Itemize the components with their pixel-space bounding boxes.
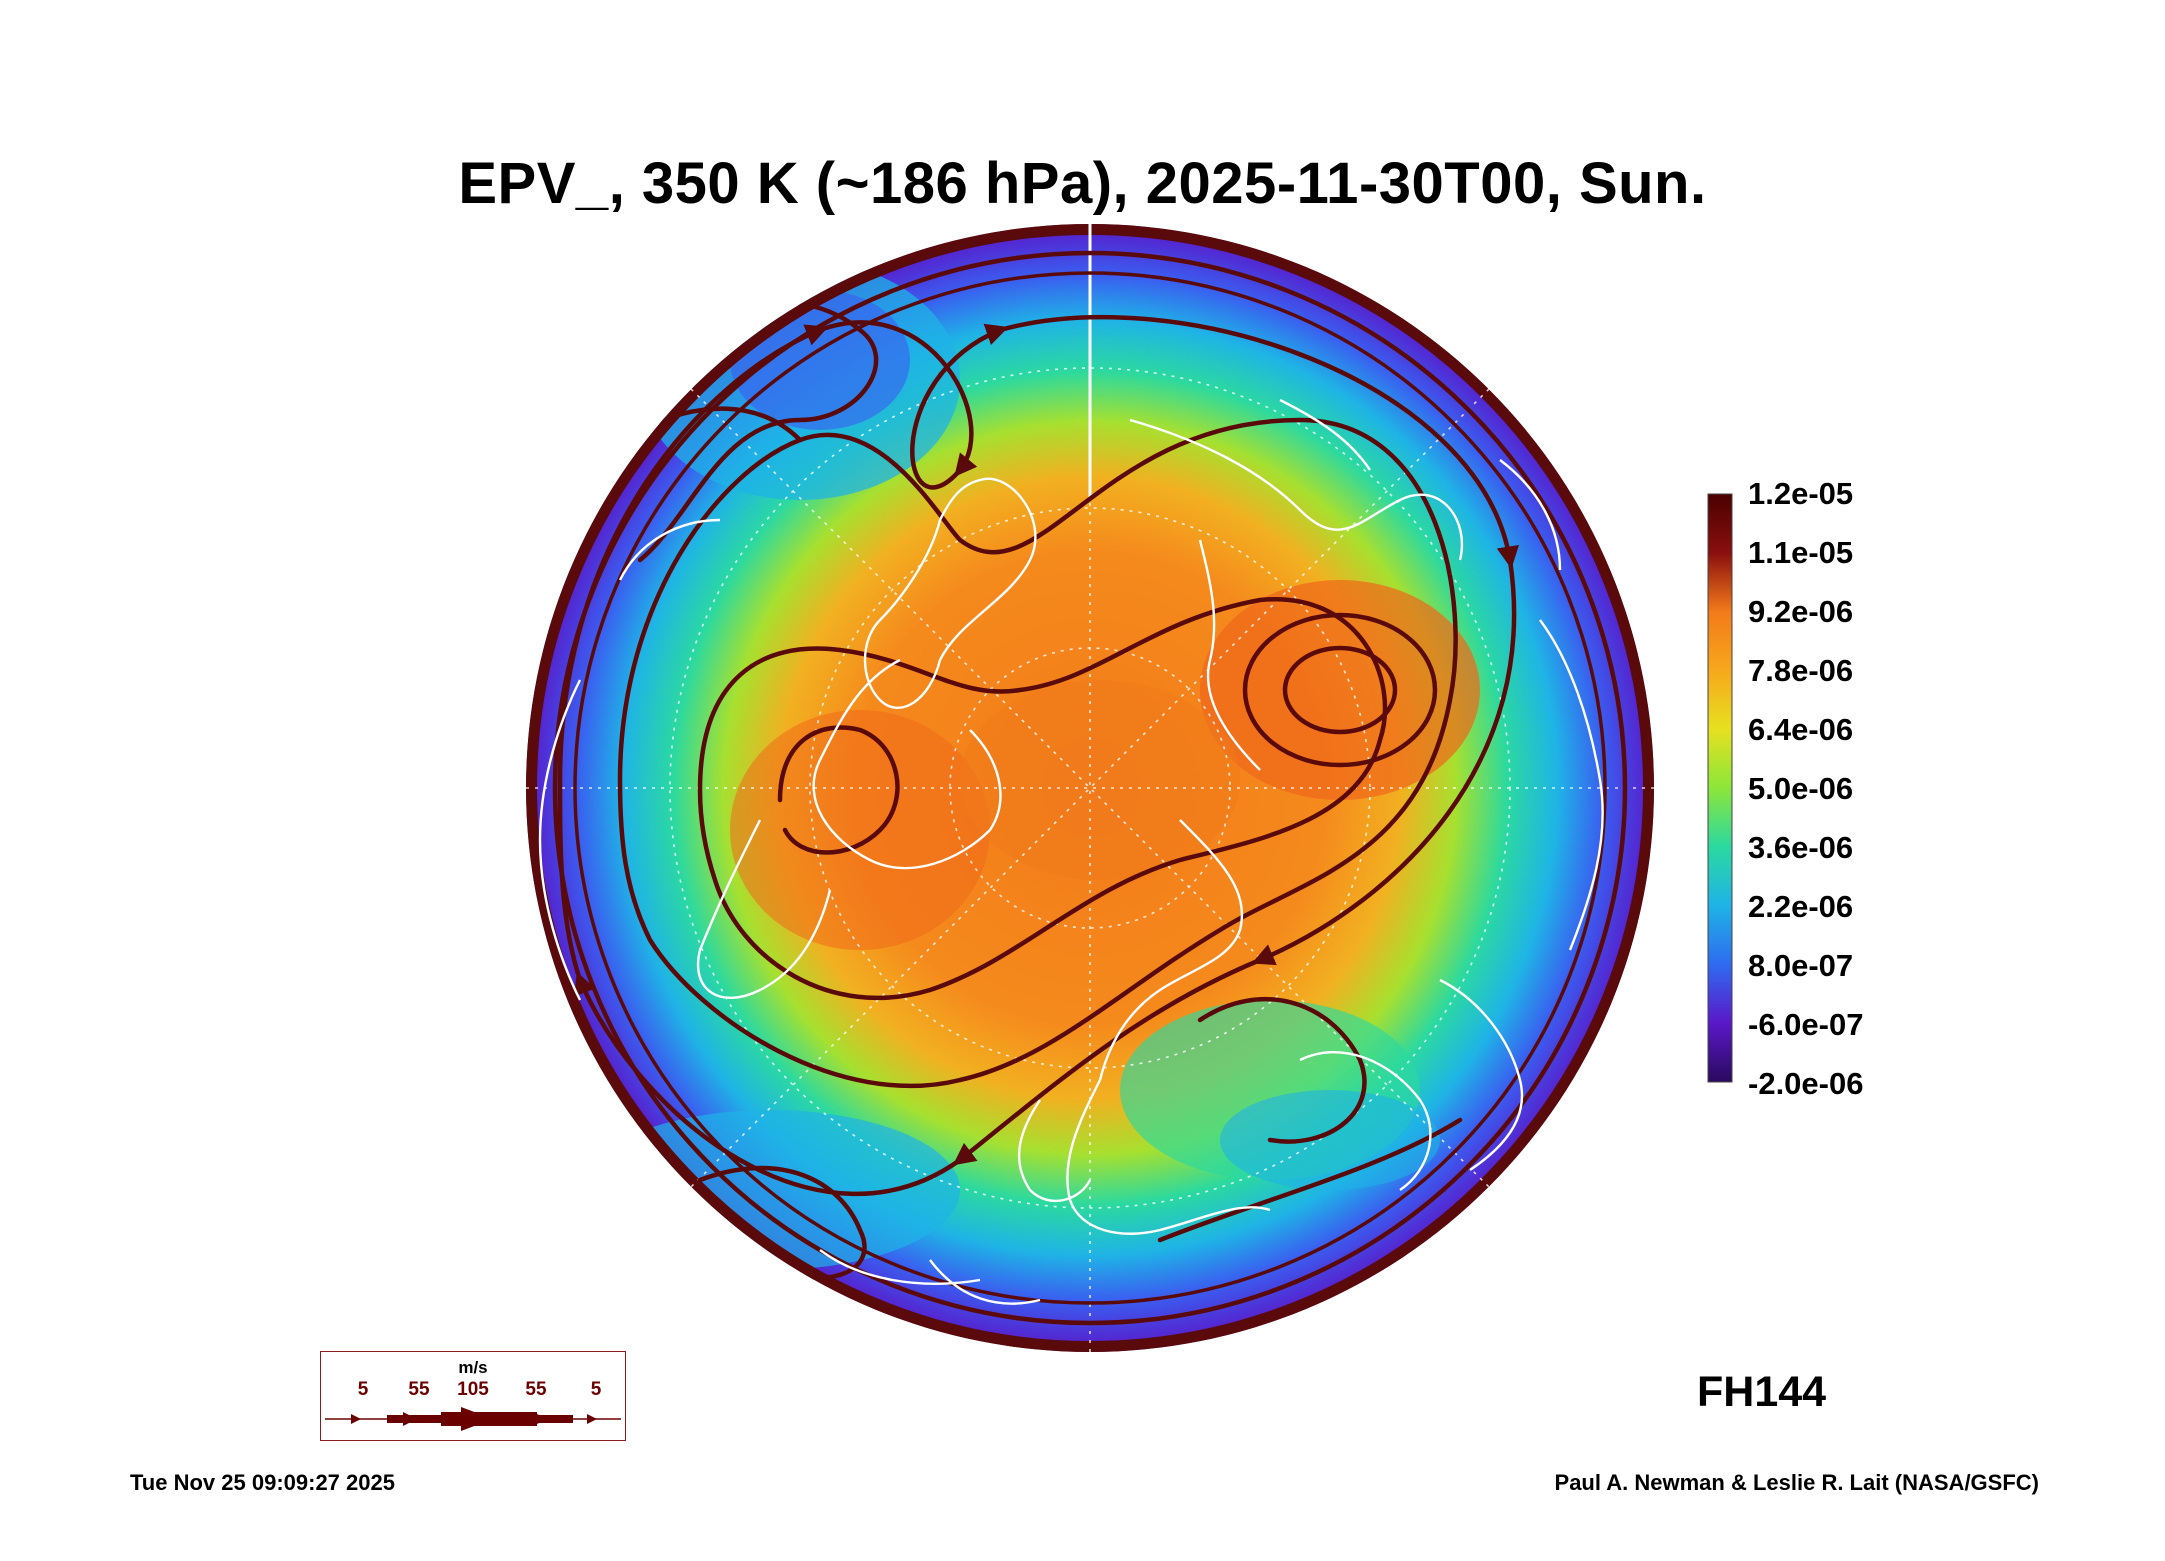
streamlines xyxy=(552,250,1628,1326)
wind-arrow-scale xyxy=(325,1407,621,1431)
wind-value-label: 5 xyxy=(590,1379,602,1400)
colorbar-label: 8.0e-07 xyxy=(1748,948,1854,983)
colorbar-label: 9.2e-06 xyxy=(1748,594,1854,629)
colorbar-label: 6.4e-06 xyxy=(1748,712,1854,747)
colorbar-label: 3.6e-06 xyxy=(1748,830,1854,865)
colorbar-label: 1.1e-05 xyxy=(1748,535,1854,570)
wind-value-label: 5 xyxy=(357,1379,369,1400)
colorbar-label: 7.8e-06 xyxy=(1748,653,1854,688)
forecast-hour-label: FH144 xyxy=(1697,1368,1827,1416)
colorbar-label: 1.2e-05 xyxy=(1748,476,1854,511)
wind-speed-legend: m/s 5 55 105 55 5 xyxy=(320,1351,626,1441)
credit-line: Paul A. Newman & Leslie R. Lait (NASA/GS… xyxy=(1554,1470,2039,1495)
colorbar-ramp xyxy=(1707,493,1733,1083)
colorbar-label: 5.0e-06 xyxy=(1748,771,1854,806)
wind-unit-label: m/s xyxy=(458,1358,488,1377)
wind-value-label: 105 xyxy=(457,1379,489,1400)
timestamp: Tue Nov 25 09:09:27 2025 xyxy=(130,1470,395,1495)
coastlines xyxy=(538,398,1604,1305)
chart-title: EPV_, 350 K (~186 hPa), 2025-11-30T00, S… xyxy=(458,151,1707,216)
wind-value-label: 55 xyxy=(525,1379,547,1400)
colorbar-label: 2.2e-06 xyxy=(1748,889,1854,924)
colorbar-label: -2.0e-06 xyxy=(1748,1066,1864,1101)
wind-value-label: 55 xyxy=(408,1379,430,1400)
colorbar-label: -6.0e-07 xyxy=(1748,1007,1864,1042)
